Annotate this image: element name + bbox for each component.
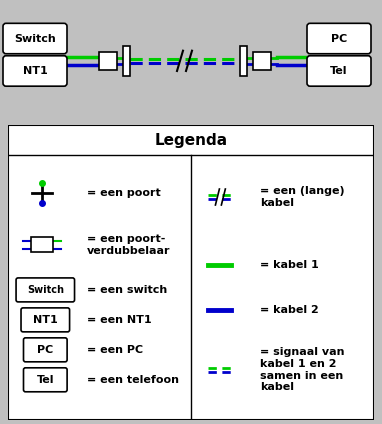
Text: Tel: Tel	[37, 375, 54, 385]
FancyBboxPatch shape	[307, 56, 371, 86]
Text: = een poort-
verdubbelaar: = een poort- verdubbelaar	[87, 234, 170, 256]
Text: = een (lange)
kabel: = een (lange) kabel	[261, 186, 345, 208]
FancyBboxPatch shape	[24, 368, 67, 392]
Text: = een telefoon: = een telefoon	[87, 375, 179, 385]
Text: = signaal van
kabel 1 en 2
samen in een
kabel: = signaal van kabel 1 en 2 samen in een …	[261, 347, 345, 392]
Text: = kabel 1: = kabel 1	[261, 260, 319, 270]
Text: = een poort: = een poort	[87, 188, 161, 198]
Text: = een PC: = een PC	[87, 345, 143, 355]
FancyBboxPatch shape	[21, 308, 70, 332]
Text: NT1: NT1	[33, 315, 58, 325]
Text: Tel: Tel	[330, 66, 348, 76]
Bar	[99, 52, 117, 70]
Bar	[31, 237, 53, 252]
FancyBboxPatch shape	[307, 23, 371, 54]
Bar	[240, 46, 247, 76]
Text: NT1: NT1	[23, 66, 47, 76]
Text: = kabel 2: = kabel 2	[261, 305, 319, 315]
Text: Legenda: Legenda	[154, 133, 228, 148]
FancyBboxPatch shape	[16, 278, 74, 302]
Bar	[253, 52, 271, 70]
FancyBboxPatch shape	[24, 338, 67, 362]
Text: Switch: Switch	[27, 285, 64, 295]
Text: PC: PC	[331, 33, 347, 44]
FancyBboxPatch shape	[3, 56, 67, 86]
FancyBboxPatch shape	[3, 23, 67, 54]
Text: PC: PC	[37, 345, 53, 355]
Text: = een switch: = een switch	[87, 285, 167, 295]
Text: = een NT1: = een NT1	[87, 315, 152, 325]
Bar	[123, 46, 130, 76]
Text: Switch: Switch	[14, 33, 56, 44]
